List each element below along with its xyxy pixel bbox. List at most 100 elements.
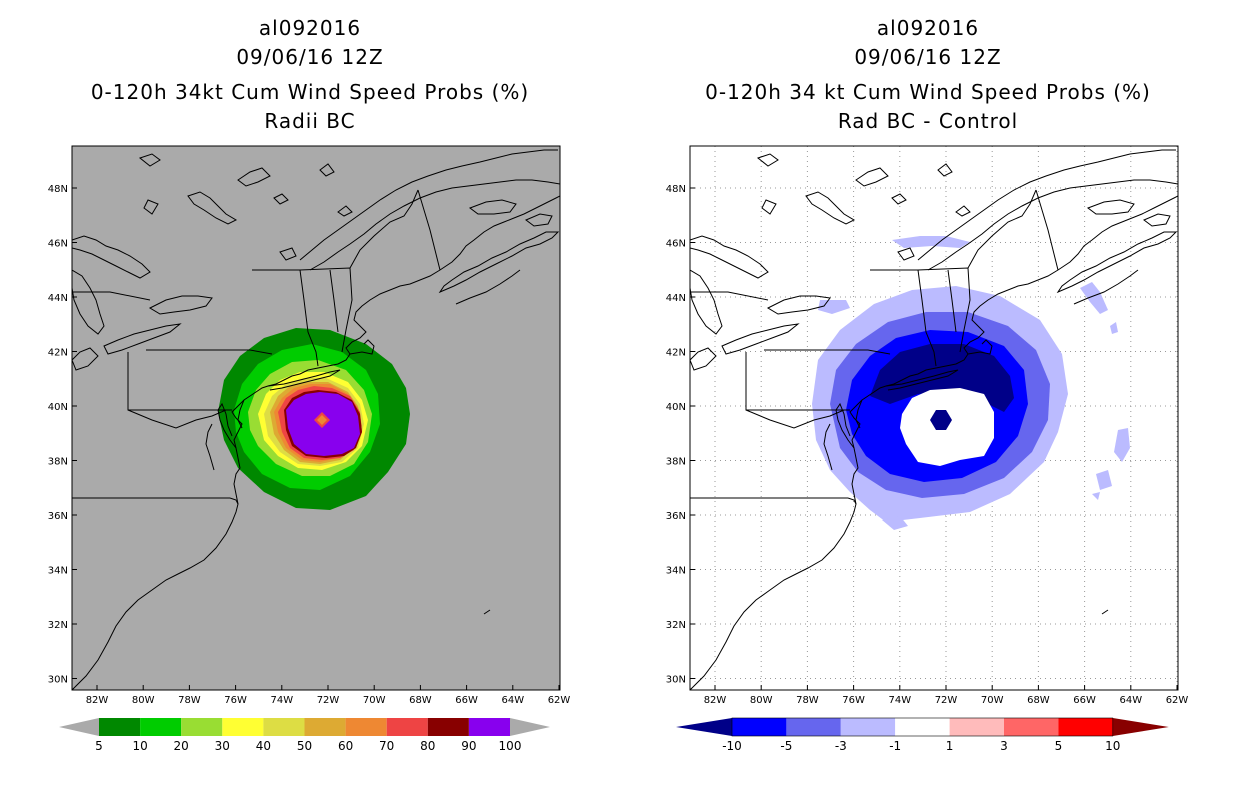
right-map-panel: 48N 46N 44N 42N 40N 38N 36N 34N 32N 30N 82W 80W 78W 7… bbox=[666, 145, 1189, 706]
lat-label: 34N bbox=[666, 566, 686, 577]
lon-label: 70W bbox=[363, 695, 386, 706]
right-colorbar: -10 -5 -3 -1 1 3 5 10 bbox=[676, 717, 1169, 753]
lat-label: 36N bbox=[48, 511, 68, 522]
colorbar-segment bbox=[1004, 718, 1059, 736]
lon-label: 64W bbox=[501, 695, 524, 706]
colorbar-label: 40 bbox=[256, 739, 271, 753]
lat-label: 42N bbox=[666, 348, 686, 359]
left-axis-labels: 48N 46N 44N 42N 40N 38N 36N 34N 32N 30N 82W 80W 78W 7… bbox=[48, 184, 571, 706]
right-axis-labels: 48N 46N 44N 42N 40N 38N 36N 34N 32N 30N 82W 80W 78W 7… bbox=[666, 184, 1189, 706]
colorbar-segment bbox=[181, 718, 223, 736]
storm-id: al092016 bbox=[258, 16, 362, 40]
colorbar-label: 10 bbox=[132, 739, 147, 753]
colorbar-outline bbox=[731, 717, 1114, 737]
lon-label: 62W bbox=[548, 695, 571, 706]
colorbar-label: -5 bbox=[780, 739, 792, 753]
colorbar-segment bbox=[99, 718, 141, 736]
colorbar-segment bbox=[263, 718, 305, 736]
colorbar-label: 90 bbox=[461, 739, 476, 753]
colorbar-segment bbox=[222, 718, 264, 736]
lat-label: 36N bbox=[666, 511, 686, 522]
diff-patch bbox=[1110, 322, 1118, 334]
lon-label: 68W bbox=[409, 695, 432, 706]
lat-label: 38N bbox=[666, 457, 686, 468]
lat-label: 40N bbox=[48, 402, 68, 413]
lon-label: 82W bbox=[704, 695, 727, 706]
diff-patch bbox=[1114, 428, 1130, 462]
lon-label: 74W bbox=[888, 695, 911, 706]
colorbar-segment bbox=[1058, 718, 1113, 736]
colorbar-segment bbox=[427, 718, 469, 736]
lon-label: 74W bbox=[270, 695, 293, 706]
diff-patch bbox=[1092, 492, 1100, 500]
colorbar-low-arrow bbox=[676, 718, 732, 736]
diff-center-dark bbox=[930, 410, 952, 430]
lon-label: 80W bbox=[132, 695, 155, 706]
left-probability-contours bbox=[218, 328, 410, 510]
diff-patch bbox=[882, 516, 908, 530]
lon-label: 80W bbox=[750, 695, 773, 706]
lon-label: 78W bbox=[178, 695, 201, 706]
left-colorbar: 5 10 20 30 40 50 60 70 80 90 100 bbox=[59, 718, 550, 753]
lat-label: 38N bbox=[48, 457, 68, 468]
lon-label: 66W bbox=[1073, 695, 1096, 706]
colorbar-low-arrow bbox=[59, 718, 99, 736]
lat-label: 48N bbox=[48, 184, 68, 195]
lon-label: 76W bbox=[224, 695, 247, 706]
product-subtitle: Radii BC bbox=[264, 109, 356, 133]
lat-label: 46N bbox=[48, 239, 68, 250]
diff-patch bbox=[892, 236, 970, 248]
colorbar-label: 30 bbox=[215, 739, 230, 753]
left-panel-title: al092016 09/06/16 12Z 0-120h 34kt Cum Wi… bbox=[60, 14, 560, 136]
lat-label: 32N bbox=[48, 620, 68, 631]
lon-label: 76W bbox=[842, 695, 865, 706]
lon-label: 62W bbox=[1166, 695, 1189, 706]
colorbar-segment bbox=[732, 718, 787, 736]
colorbar-label: 80 bbox=[420, 739, 435, 753]
lon-label: 68W bbox=[1027, 695, 1050, 706]
run-time: 09/06/16 12Z bbox=[236, 45, 384, 69]
right-difference-contours bbox=[812, 236, 1130, 530]
lat-label: 32N bbox=[666, 620, 686, 631]
colorbar-label: 5 bbox=[1055, 739, 1063, 753]
colorbar-segment bbox=[468, 718, 510, 736]
colorbar-label: 5 bbox=[95, 739, 103, 753]
lat-label: 40N bbox=[666, 402, 686, 413]
lat-label: 34N bbox=[48, 566, 68, 577]
colorbar-high-arrow bbox=[510, 718, 550, 736]
lat-label: 46N bbox=[666, 239, 686, 250]
lat-label: 44N bbox=[48, 293, 68, 304]
colorbar-label: 50 bbox=[297, 739, 312, 753]
storm-id: al092016 bbox=[876, 16, 980, 40]
colorbar-label: 10 bbox=[1105, 739, 1120, 753]
colorbar-segment bbox=[895, 718, 950, 736]
product-title: 0-120h 34kt Cum Wind Speed Probs (%) bbox=[90, 80, 530, 104]
right-panel-title: al092016 09/06/16 12Z 0-120h 34 kt Cum W… bbox=[678, 14, 1178, 136]
colorbar-label: 100 bbox=[499, 739, 522, 753]
diff-patch bbox=[1096, 470, 1112, 490]
lon-label: 72W bbox=[317, 695, 340, 706]
colorbar-segment bbox=[386, 718, 428, 736]
product-subtitle: Rad BC - Control bbox=[837, 109, 1019, 133]
lon-label: 70W bbox=[981, 695, 1004, 706]
lat-label: 48N bbox=[666, 184, 686, 195]
lon-label: 78W bbox=[796, 695, 819, 706]
colorbar-label: 70 bbox=[379, 739, 394, 753]
colorbar-label: 3 bbox=[1000, 739, 1008, 753]
colorbar-segment bbox=[840, 718, 896, 736]
colorbar-segment bbox=[786, 718, 841, 736]
lat-label: 42N bbox=[48, 348, 68, 359]
lon-label: 72W bbox=[935, 695, 958, 706]
lat-label: 44N bbox=[666, 293, 686, 304]
run-time: 09/06/16 12Z bbox=[854, 45, 1002, 69]
colorbar-label: 60 bbox=[338, 739, 353, 753]
diff-patch bbox=[1080, 282, 1108, 314]
lon-label: 66W bbox=[455, 695, 478, 706]
contour-peak-core bbox=[317, 415, 327, 425]
lon-label: 82W bbox=[86, 695, 109, 706]
colorbar-segment bbox=[140, 718, 182, 736]
colorbar-segment bbox=[345, 718, 387, 736]
colorbar-label: -3 bbox=[835, 739, 847, 753]
colorbar-segment bbox=[304, 718, 346, 736]
